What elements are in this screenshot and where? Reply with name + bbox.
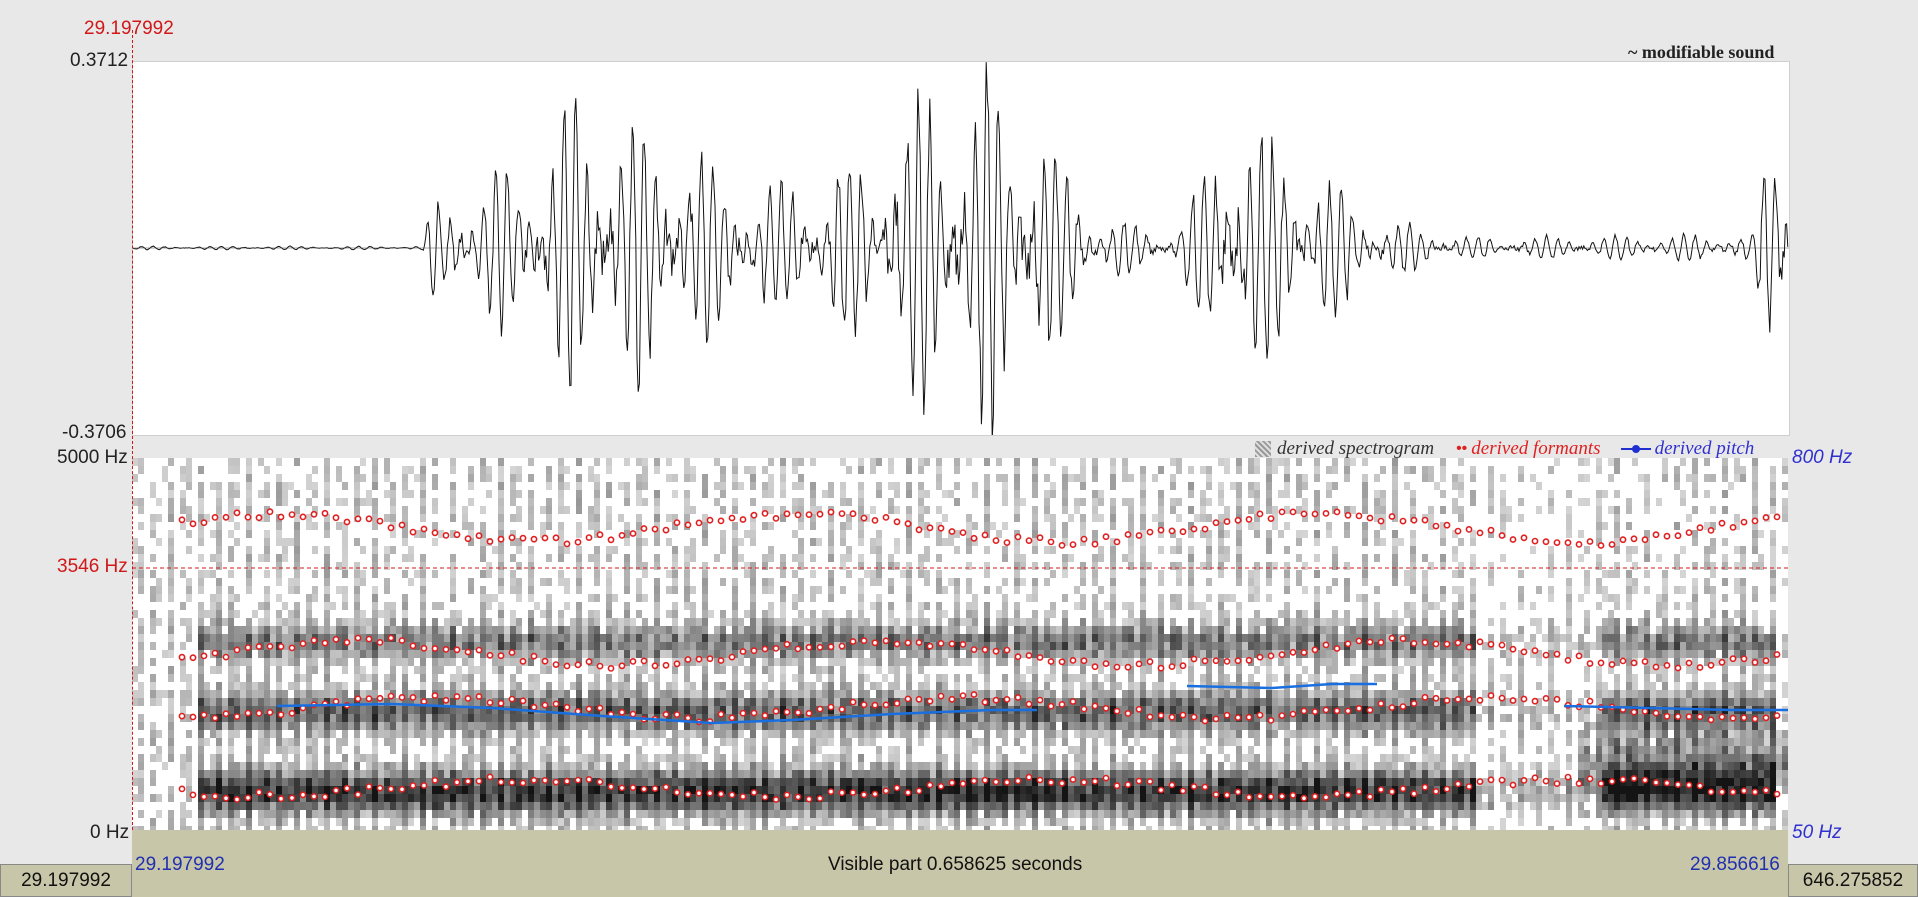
formants-legend-label: derived formants: [1471, 438, 1601, 459]
visible-end-time: 29.856616: [1690, 854, 1780, 875]
waveform-title: ~ modifiable sound: [1628, 42, 1775, 62]
total-start-cell[interactable]: 29.197992: [0, 864, 132, 897]
pitch-legend-icon: [1620, 443, 1651, 455]
legend: derived spectrogram •• derived formants …: [1255, 438, 1754, 460]
total-end-cell[interactable]: 646.275852: [1788, 864, 1918, 897]
total-start-time: 29.197992: [21, 870, 111, 891]
total-end-time: 646.275852: [1802, 870, 1904, 891]
formant-dots: [178, 508, 1781, 803]
cursor-line: [132, 30, 133, 830]
cursor-time-label: 29.197992: [84, 18, 174, 39]
freq-top-label: 5000 Hz: [57, 447, 128, 468]
spectrogram-legend-icon: [1255, 441, 1271, 457]
waveform-ymin-label: -0.3706: [62, 422, 127, 443]
formants-legend-icon: ••: [1456, 440, 1468, 457]
visible-range-bar[interactable]: [132, 830, 1788, 897]
waveform-ymax-label: 0.3712: [70, 50, 129, 71]
visible-part-label: Visible part 0.658625 seconds: [828, 854, 1083, 875]
spectrogram-plot: [132, 458, 1788, 830]
waveform-plot: [133, 62, 1789, 435]
pitch-legend-label: derived pitch: [1654, 438, 1755, 459]
pitch-bottom-label: 50 Hz: [1792, 822, 1842, 843]
spectrogram-image: [132, 458, 1788, 830]
pitch-contour: [276, 682, 1788, 725]
visible-start-time: 29.197992: [135, 854, 225, 875]
pitch-top-label: 800 Hz: [1792, 447, 1853, 468]
waveform-panel[interactable]: [132, 61, 1790, 436]
waveform-trace: [133, 62, 1789, 435]
freq-bottom-label: 0 Hz: [90, 822, 130, 843]
spectrogram-legend-label: derived spectrogram: [1277, 438, 1435, 459]
spectrogram-panel[interactable]: [132, 458, 1788, 830]
freq-cursor-label: 3546 Hz: [57, 556, 128, 577]
